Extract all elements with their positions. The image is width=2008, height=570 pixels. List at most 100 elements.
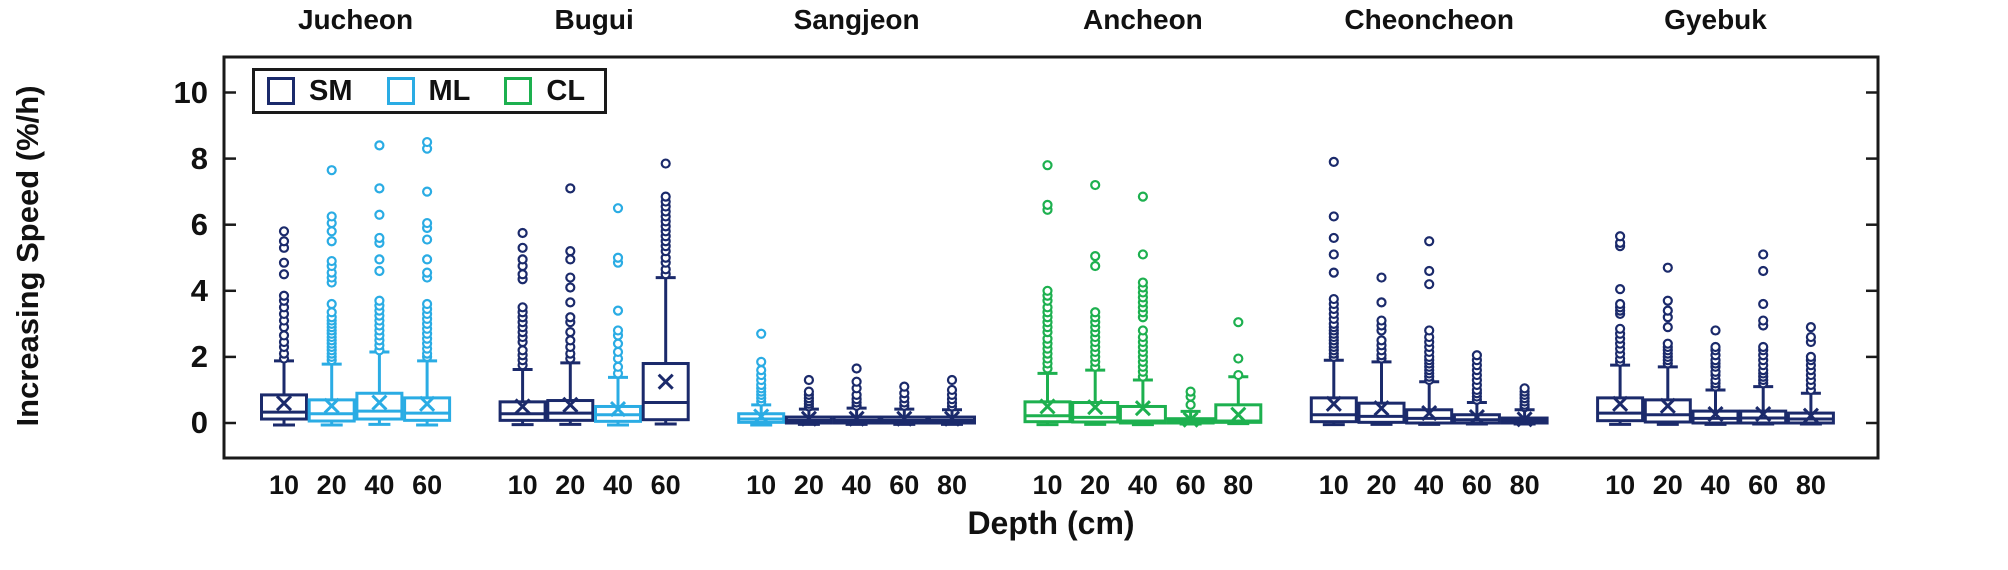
box-bugui-10-outlier xyxy=(517,269,528,280)
depth-tick-label: 40 xyxy=(841,470,872,500)
depth-tick-label: 10 xyxy=(746,470,777,500)
box-sangjeon-20-outlier xyxy=(803,386,815,397)
depth-tick-label: 60 xyxy=(1175,470,1206,500)
box-cheoncheon-80-mean-marker xyxy=(1516,411,1533,428)
box-bugui-60-outlier xyxy=(660,191,671,202)
box-bugui-10-mean-marker xyxy=(514,398,531,415)
box-jucheon-10-outlier xyxy=(278,269,290,280)
box-bugui-10-outlier xyxy=(517,254,528,265)
legend-label: ML xyxy=(428,74,471,107)
box-jucheon-40-mean-marker xyxy=(371,394,388,411)
box-ancheon-40-outlier xyxy=(1137,191,1149,202)
box-bugui-40-outlier xyxy=(612,361,624,372)
box-cheoncheon-10-outlier xyxy=(1328,267,1339,278)
box-sangjeon-60-mean-marker xyxy=(896,410,913,427)
depth-tick-label: 40 xyxy=(1700,470,1731,500)
depth-tick-label: 10 xyxy=(1605,470,1636,500)
box-jucheon-20-outlier xyxy=(326,298,337,310)
box-sangjeon-20-outlier xyxy=(803,374,815,386)
group-title-cheoncheon: Cheoncheon xyxy=(1344,4,1514,35)
legend-item-ml: ML xyxy=(386,74,471,107)
depth-tick-label: 40 xyxy=(364,470,395,500)
box-ancheon-80-outlier xyxy=(1233,353,1244,364)
box-cheoncheon-10-outlier xyxy=(1328,293,1339,305)
box-jucheon-40-outlier xyxy=(374,295,385,306)
box-jucheon-20-outlier xyxy=(326,226,337,237)
box-jucheon-10-outlier xyxy=(278,236,290,247)
depth-tick-label: 40 xyxy=(1414,470,1445,500)
group-title-bugui: Bugui xyxy=(554,4,634,35)
box-cheoncheon-40-outlier xyxy=(1424,265,1435,277)
box-gyebuk-80-outlier xyxy=(1805,351,1817,362)
box-cheoncheon-10-iqr-box xyxy=(1309,396,1358,424)
box-gyebuk-60-outlier xyxy=(1758,249,1769,260)
group-title-ancheon: Ancheon xyxy=(1083,4,1203,35)
box-ancheon-20-outlier xyxy=(1090,250,1101,262)
box-gyebuk-10-outlier xyxy=(1614,284,1626,295)
y-tick-label: 2 xyxy=(190,338,208,374)
box-jucheon-40-outlier xyxy=(374,232,385,244)
box-ancheon-80-mean-marker xyxy=(1230,406,1247,423)
box-ancheon-20-outlier xyxy=(1090,260,1101,272)
box-jucheon-10-iqr-box xyxy=(260,393,308,421)
box-bugui-20-outlier xyxy=(565,254,576,265)
box-gyebuk-60-mean-marker xyxy=(1755,406,1772,423)
box-sangjeon-80-mean-marker xyxy=(943,410,961,427)
box-jucheon-60-mean-marker xyxy=(419,395,436,412)
box-jucheon-60-outlier xyxy=(422,217,433,229)
box-jucheon-60-outlier xyxy=(422,267,433,278)
box-gyebuk-20-outlier xyxy=(1662,305,1673,316)
box-cheoncheon-20-outlier xyxy=(1376,297,1387,308)
y-tick-label: 4 xyxy=(190,272,208,308)
y-axis-label: Increasing Speed (%/h) xyxy=(10,85,45,427)
depth-tick-label: 20 xyxy=(316,470,347,500)
depth-tick-label: 20 xyxy=(555,470,586,500)
depth-tick-label: 20 xyxy=(1080,470,1111,500)
box-bugui-20-outlier xyxy=(565,246,576,257)
box-bugui-40-outlier xyxy=(612,203,624,214)
box-cheoncheon-20-outlier xyxy=(1376,272,1387,283)
box-bugui-10-outlier xyxy=(517,242,528,253)
box-cheoncheon-10-outlier xyxy=(1328,232,1339,244)
box-jucheon-10-mean-marker xyxy=(275,395,293,412)
box-bugui-40-outlier xyxy=(612,305,624,316)
box-sangjeon-80-outlier xyxy=(946,374,958,386)
depth-tick-label: 60 xyxy=(412,470,443,500)
box-bugui-60-outlier xyxy=(660,158,671,169)
box-sangjeon-10-outlier xyxy=(756,356,767,367)
box-gyebuk-20-outlier xyxy=(1662,295,1673,306)
box-cheoncheon-60-outlier xyxy=(1471,350,1483,361)
box-cheoncheon-40-outlier xyxy=(1424,279,1435,290)
box-gyebuk-20-iqr-box xyxy=(1643,398,1692,424)
depth-tick-label: 20 xyxy=(793,470,824,500)
box-cheoncheon-20-mean-marker xyxy=(1373,400,1390,417)
box-ancheon-60-outlier xyxy=(1185,399,1196,410)
box-sangjeon-40-outlier xyxy=(851,376,862,387)
box-ancheon-40-outlier xyxy=(1137,325,1149,336)
depth-tick-label: 60 xyxy=(650,470,681,500)
box-ancheon-60-mean-marker xyxy=(1182,411,1199,428)
box-sangjeon-60-outlier xyxy=(899,381,910,392)
box-ancheon-40-outlier xyxy=(1137,249,1149,260)
group-title-gyebuk: Gyebuk xyxy=(1664,4,1767,35)
box-ancheon-20-outlier xyxy=(1090,307,1101,318)
box-ancheon-10-outlier xyxy=(1042,160,1053,171)
box-cheoncheon-40-mean-marker xyxy=(1421,405,1438,422)
box-jucheon-10-outlier xyxy=(278,257,290,268)
box-gyebuk-40-mean-marker xyxy=(1707,406,1724,423)
depth-tick-label: 60 xyxy=(1461,470,1492,500)
y-tick-label: 10 xyxy=(173,74,208,110)
depth-tick-label: 80 xyxy=(936,470,968,500)
depth-tick-label: 80 xyxy=(1509,470,1540,500)
depth-tick-label: 40 xyxy=(602,470,634,500)
box-bugui-20-outlier xyxy=(565,183,576,194)
box-jucheon-40-outlier xyxy=(374,265,385,277)
legend-item-cl: CL xyxy=(504,76,585,106)
depth-tick-label: 80 xyxy=(1795,470,1826,500)
box-cheoncheon-10-outlier xyxy=(1328,211,1339,222)
box-gyebuk-20-outlier xyxy=(1662,322,1673,333)
box-gyebuk-60-outlier xyxy=(1758,341,1769,353)
legend-swatch-icon xyxy=(386,77,415,105)
